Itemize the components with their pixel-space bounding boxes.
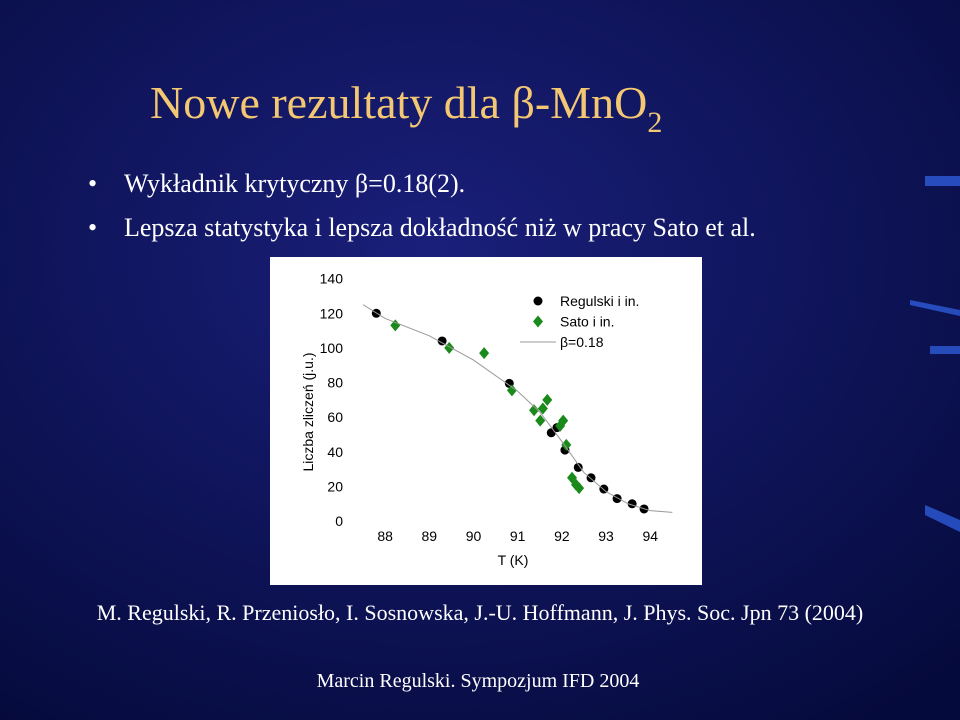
decoration — [910, 176, 960, 532]
chart-panel — [270, 257, 702, 585]
y-tick-label: 40 — [327, 444, 343, 460]
citation: M. Regulski, R. Przeniosło, I. Sosnowska… — [97, 600, 864, 625]
x-tick-label: 89 — [422, 528, 438, 544]
x-tick-label: 93 — [598, 528, 614, 544]
y-tick-label: 0 — [335, 513, 343, 529]
point — [506, 384, 517, 397]
bullet-dot: • — [88, 169, 97, 198]
slide-title: Nowe rezultaty dla β-MnO2 — [150, 77, 662, 139]
legend-label: Sato i in. — [560, 314, 614, 330]
bullet: Lepsza statystyka i lepsza dokładność ni… — [124, 213, 756, 242]
legend-marker — [533, 315, 543, 328]
title-text: Nowe rezultaty dla β-MnO — [150, 77, 647, 128]
y-axis-label: Liczba zliczeń (j.u.) — [300, 352, 316, 471]
point — [537, 402, 548, 415]
fit-line — [362, 304, 673, 513]
point — [573, 462, 583, 472]
legend-label: β=0.18 — [560, 334, 604, 350]
y-tick-label: 140 — [320, 271, 344, 287]
legend-marker — [533, 296, 543, 306]
point — [558, 414, 569, 427]
x-axis-label: T (K) — [498, 552, 529, 568]
x-tick-label: 90 — [466, 528, 482, 544]
x-tick-label: 94 — [642, 528, 658, 544]
y-tick-label: 80 — [327, 375, 343, 391]
x-tick-label: 91 — [510, 528, 526, 544]
y-tick-label: 100 — [320, 340, 344, 356]
point — [390, 319, 401, 332]
legend-label: Regulski i in. — [560, 293, 639, 309]
point — [529, 404, 540, 417]
y-tick-label: 20 — [327, 478, 343, 494]
x-tick-label: 92 — [554, 528, 570, 544]
y-tick-label: 60 — [327, 409, 343, 425]
point — [437, 336, 447, 346]
point — [542, 393, 553, 406]
bullet: Wykładnik krytyczny β=0.18(2). — [124, 169, 465, 198]
point — [574, 482, 585, 495]
point — [535, 414, 546, 427]
bullet-dot: • — [88, 213, 97, 242]
point — [479, 347, 490, 360]
title-subscript: 2 — [647, 106, 662, 139]
y-tick-label: 120 — [320, 305, 344, 321]
x-tick-label: 88 — [377, 528, 393, 544]
footer: Marcin Regulski. Sympozjum IFD 2004 — [317, 670, 640, 692]
point — [561, 438, 572, 451]
